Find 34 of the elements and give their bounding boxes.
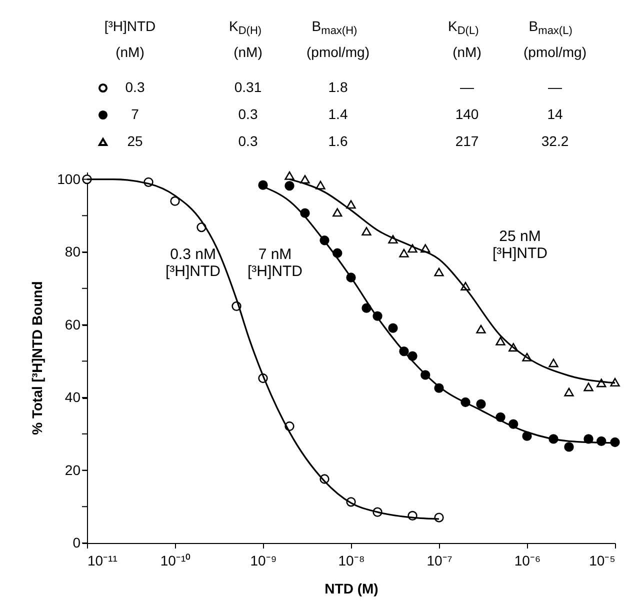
y-tick-label: 100 xyxy=(57,170,81,187)
x-tick-label: 10⁻⁹ xyxy=(250,552,277,568)
y-tick-label: 40 xyxy=(64,389,81,406)
text: — xyxy=(548,79,562,95)
annotation: 7 nM [³H]NTD xyxy=(248,246,303,280)
annotation: 25 nM [³H]NTD xyxy=(492,228,548,262)
text: 0.3 xyxy=(238,106,258,122)
y-tick-label: 0 xyxy=(72,534,81,550)
text: 1.8 xyxy=(328,79,348,95)
text: 0.31 xyxy=(234,79,262,95)
x-tick-label: 10⁻⁸ xyxy=(338,552,365,568)
y-tick-label: 20 xyxy=(64,462,81,478)
legend-label: 7 xyxy=(131,106,140,122)
x-tick-label: 10⁻⁵ xyxy=(589,552,616,568)
y-axis-title: % Total [³H]NTD Bound xyxy=(29,281,46,435)
legend-label: 25 xyxy=(127,133,143,149)
annotation: 0.3 nM [³H]NTD xyxy=(166,246,221,280)
x-axis-title: NTD (M) xyxy=(324,580,378,596)
y-tick-label: 80 xyxy=(64,244,81,260)
legend-label: 0.3 xyxy=(125,79,145,95)
text: 1.4 xyxy=(328,106,348,122)
x-tick-label: 10⁻¹¹ xyxy=(88,552,118,568)
text: — xyxy=(460,79,474,95)
x-tick-label: 10⁻⁶ xyxy=(514,552,541,568)
x-tick-label: 10⁻¹⁰ xyxy=(160,552,191,568)
legend-title: [³H]NTD (nM) xyxy=(104,18,156,60)
text: 0.3 xyxy=(238,133,258,149)
text: 217 xyxy=(455,133,479,149)
text: 14 xyxy=(547,106,563,122)
x-tick-label: 10⁻⁷ xyxy=(426,552,452,568)
text: 140 xyxy=(455,106,479,122)
y-tick-label: 60 xyxy=(64,316,81,332)
text: 32.2 xyxy=(541,133,569,149)
text: 1.6 xyxy=(328,133,348,149)
